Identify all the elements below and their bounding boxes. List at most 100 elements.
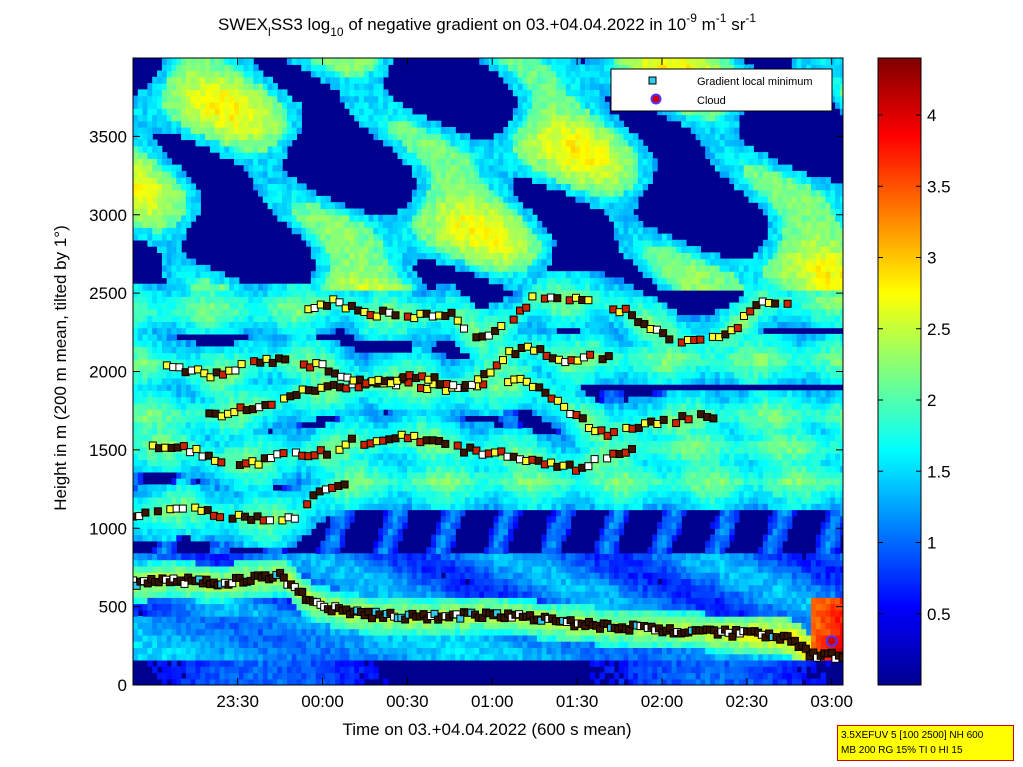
heatmap-cell — [166, 283, 173, 291]
heatmap-cell — [248, 641, 254, 648]
heatmap-cell — [224, 89, 230, 97]
heatmap-cell — [378, 327, 384, 335]
heatmap-cell — [243, 139, 249, 147]
heatmap-cell — [363, 471, 370, 479]
heatmap-cell — [286, 672, 293, 680]
heatmap-cell — [253, 89, 259, 97]
heatmap-cell — [262, 415, 269, 423]
heatmap-cell — [282, 659, 288, 667]
heatmap-cell — [426, 565, 432, 573]
heatmap-cell — [200, 114, 206, 122]
heatmap-cell — [229, 402, 235, 410]
heatmap-cell — [176, 459, 182, 467]
heatmap-cell — [354, 628, 360, 636]
heatmap-cell — [238, 340, 245, 347]
heatmap-cell — [296, 227, 302, 235]
heatmap-cell — [383, 139, 389, 147]
heatmap-cell — [209, 76, 216, 84]
heatmap-cell — [205, 133, 211, 141]
heatmap-cell — [363, 634, 370, 642]
heatmap-cell — [407, 440, 413, 448]
heatmap-cell — [185, 321, 192, 329]
heatmap-cell — [416, 553, 423, 561]
heatmap-cell — [397, 108, 403, 116]
heatmap-cell — [205, 471, 211, 479]
heatmap-cell — [301, 415, 307, 423]
heatmap-cell — [306, 578, 312, 586]
heatmap-cell — [407, 402, 413, 410]
heatmap-cell — [267, 446, 273, 454]
heatmap-cell — [296, 678, 302, 685]
heatmap-cell — [142, 133, 148, 141]
heatmap-cell — [234, 321, 240, 329]
heatmap-cell — [195, 195, 201, 203]
heatmap-cell — [262, 659, 269, 667]
heatmap-cell — [229, 101, 235, 109]
heatmap-cell — [315, 221, 322, 228]
heatmap-cell — [301, 446, 307, 454]
heatmap-cell — [310, 522, 317, 529]
heatmap-cell — [306, 427, 312, 435]
heatmap-cell — [373, 553, 379, 561]
heatmap-cell — [301, 321, 307, 329]
heatmap-cell — [310, 202, 317, 210]
heatmap-cell — [157, 427, 163, 435]
heatmap-cell — [262, 120, 269, 128]
heatmap-cell — [431, 578, 437, 586]
heatmap-cell — [286, 327, 293, 335]
heatmap-cell — [171, 227, 177, 235]
heatmap-cell — [291, 540, 298, 548]
heatmap-cell — [315, 666, 322, 674]
heatmap-cell — [248, 283, 254, 291]
heatmap-cell — [344, 597, 350, 605]
heatmap-cell — [277, 327, 283, 335]
heatmap-cell — [166, 64, 173, 72]
heatmap-cell — [325, 478, 331, 485]
heatmap-cell — [373, 327, 379, 335]
heatmap-cell — [402, 283, 408, 291]
heatmap-cell — [277, 321, 283, 329]
heatmap-cell — [282, 628, 288, 636]
heatmap-cell — [166, 189, 173, 197]
heatmap-cell — [330, 390, 336, 398]
heatmap-cell — [416, 183, 423, 191]
heatmap-cell — [378, 453, 384, 460]
heatmap-cell — [286, 434, 293, 442]
heatmap-cell — [349, 83, 355, 90]
heatmap-cell — [171, 484, 177, 492]
heatmap-cell — [243, 108, 249, 116]
heatmap-cell — [243, 678, 249, 685]
heatmap-cell — [142, 208, 148, 216]
heatmap-cell — [248, 120, 254, 128]
heatmap-cell — [387, 258, 394, 266]
heatmap-cell — [397, 214, 403, 222]
heatmap-cell — [411, 465, 418, 473]
heatmap-cell — [205, 484, 211, 492]
heatmap-cell — [330, 647, 336, 655]
heatmap-cell — [152, 591, 158, 598]
heatmap-cell — [161, 152, 168, 159]
heatmap-cell — [152, 427, 158, 435]
heatmap-cell — [166, 214, 173, 222]
heatmap-cell — [344, 659, 350, 667]
heatmap-cell — [272, 390, 278, 398]
heatmap-cell — [267, 628, 273, 636]
heatmap-cell — [176, 327, 182, 335]
heatmap-cell — [248, 321, 254, 329]
heatmap-cell — [368, 239, 374, 247]
heatmap-cell — [320, 471, 326, 479]
heatmap-cell — [142, 496, 148, 504]
heatmap-cell — [200, 120, 206, 128]
heatmap-cell — [373, 415, 379, 423]
heatmap-cell — [262, 365, 269, 373]
heatmap-cell — [387, 478, 394, 485]
heatmap-cell — [157, 584, 163, 592]
heatmap-cell — [234, 377, 240, 385]
heatmap-cell — [229, 641, 235, 648]
heatmap-cell — [359, 647, 365, 655]
heatmap-cell — [286, 440, 293, 448]
heatmap-cell — [267, 471, 273, 479]
heatmap-cell — [234, 371, 240, 379]
heatmap-cell — [416, 283, 423, 291]
heatmap-cell — [229, 415, 235, 423]
